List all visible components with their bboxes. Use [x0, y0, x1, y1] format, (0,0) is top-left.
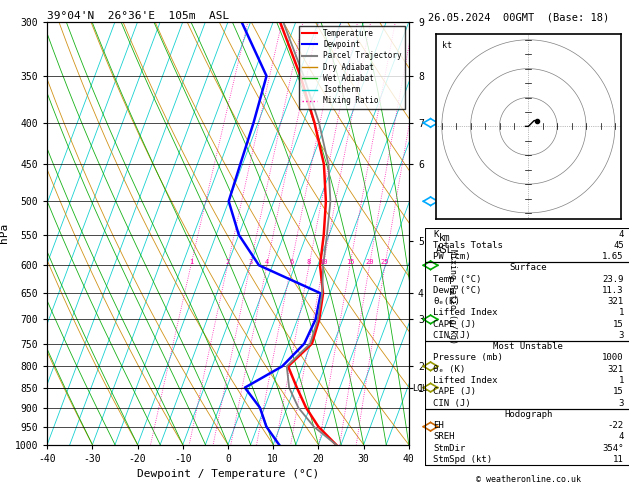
Text: kt: kt	[442, 41, 452, 51]
Text: 2: 2	[225, 260, 230, 265]
Text: Most Unstable: Most Unstable	[493, 342, 564, 351]
Text: CAPE (J): CAPE (J)	[433, 320, 476, 329]
Text: CIN (J): CIN (J)	[433, 399, 470, 408]
Text: 20: 20	[365, 260, 374, 265]
X-axis label: Dewpoint / Temperature (°C): Dewpoint / Temperature (°C)	[137, 469, 319, 479]
Text: 354°: 354°	[603, 444, 624, 452]
Text: 3: 3	[618, 331, 624, 340]
Text: 1.65: 1.65	[603, 252, 624, 261]
Text: 1: 1	[618, 376, 624, 385]
Text: Hodograph: Hodograph	[504, 410, 552, 419]
Text: 39°04'N  26°36'E  105m  ASL: 39°04'N 26°36'E 105m ASL	[47, 11, 230, 21]
Text: 15: 15	[613, 320, 624, 329]
Text: 25: 25	[381, 260, 389, 265]
Text: Mixing Ratio (g/kg): Mixing Ratio (g/kg)	[448, 249, 457, 344]
Text: Temp (°C): Temp (°C)	[433, 275, 481, 284]
Text: 4: 4	[265, 260, 269, 265]
Text: 8: 8	[307, 260, 311, 265]
Text: -22: -22	[608, 421, 624, 430]
Text: 26.05.2024  00GMT  (Base: 18): 26.05.2024 00GMT (Base: 18)	[428, 12, 610, 22]
Text: 1000: 1000	[603, 353, 624, 363]
Text: EH: EH	[433, 421, 443, 430]
Text: 1: 1	[189, 260, 193, 265]
Text: StmDir: StmDir	[433, 444, 465, 452]
Text: 321: 321	[608, 365, 624, 374]
Text: LCL: LCL	[413, 384, 428, 393]
Text: SREH: SREH	[433, 433, 454, 441]
Text: 10: 10	[319, 260, 328, 265]
Legend: Temperature, Dewpoint, Parcel Trajectory, Dry Adiabat, Wet Adiabat, Isotherm, Mi: Temperature, Dewpoint, Parcel Trajectory…	[299, 26, 405, 108]
Text: 6: 6	[289, 260, 293, 265]
Text: Lifted Index: Lifted Index	[433, 376, 498, 385]
Text: 23.9: 23.9	[603, 275, 624, 284]
Text: Surface: Surface	[509, 263, 547, 272]
Text: 321: 321	[608, 297, 624, 306]
Text: Lifted Index: Lifted Index	[433, 309, 498, 317]
Text: 1: 1	[618, 309, 624, 317]
Text: Totals Totals: Totals Totals	[433, 241, 503, 250]
Y-axis label: km
ASL: km ASL	[436, 233, 454, 255]
Text: θₑ(K): θₑ(K)	[433, 297, 460, 306]
Text: 15: 15	[613, 387, 624, 396]
Y-axis label: hPa: hPa	[0, 223, 9, 243]
Text: 15: 15	[346, 260, 354, 265]
Text: 11.3: 11.3	[603, 286, 624, 295]
Text: K: K	[433, 229, 438, 239]
Text: © weatheronline.co.uk: © weatheronline.co.uk	[476, 474, 581, 484]
Text: 11: 11	[613, 455, 624, 464]
Text: 4: 4	[618, 229, 624, 239]
Text: 4: 4	[618, 433, 624, 441]
Text: Dewp (°C): Dewp (°C)	[433, 286, 481, 295]
Text: PW (cm): PW (cm)	[433, 252, 470, 261]
Text: 3: 3	[248, 260, 252, 265]
Text: StmSpd (kt): StmSpd (kt)	[433, 455, 492, 464]
Text: CIN (J): CIN (J)	[433, 331, 470, 340]
Text: 3: 3	[618, 399, 624, 408]
Text: Pressure (mb): Pressure (mb)	[433, 353, 503, 363]
Text: θₑ (K): θₑ (K)	[433, 365, 465, 374]
Text: 45: 45	[613, 241, 624, 250]
Text: CAPE (J): CAPE (J)	[433, 387, 476, 396]
